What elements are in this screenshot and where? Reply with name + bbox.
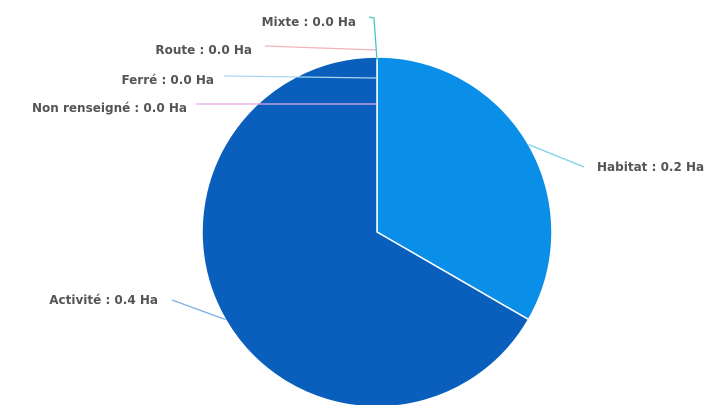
- leader-line-mixte: [368, 16, 378, 61]
- leader-line-route: [264, 45, 377, 51]
- data-label-non-renseigne: Non renseigné : 0.0 Ha: [32, 101, 187, 115]
- data-label-route: Route : 0.0 Ha: [155, 43, 252, 57]
- leader-lines: [171, 16, 585, 321]
- leader-line-habitat: [528, 143, 585, 168]
- data-label-mixte: Mixte : 0.0 Ha: [262, 15, 356, 29]
- leader-line-activite: [171, 299, 226, 321]
- pie-slice-habitat: [376, 56, 553, 321]
- data-label-activite: Activité : 0.4 Ha: [49, 293, 158, 307]
- leader-line-ferre: [223, 75, 377, 79]
- pie-slices: [201, 56, 553, 405]
- slice-labels: Habitat : 0.2 Ha Activité : 0.4 Ha Non ren…: [32, 15, 704, 307]
- data-label-ferre: Ferré : 0.0 Ha: [121, 73, 214, 87]
- data-label-habitat: Habitat : 0.2 Ha: [597, 160, 704, 174]
- pie-slice-activite: [201, 56, 530, 405]
